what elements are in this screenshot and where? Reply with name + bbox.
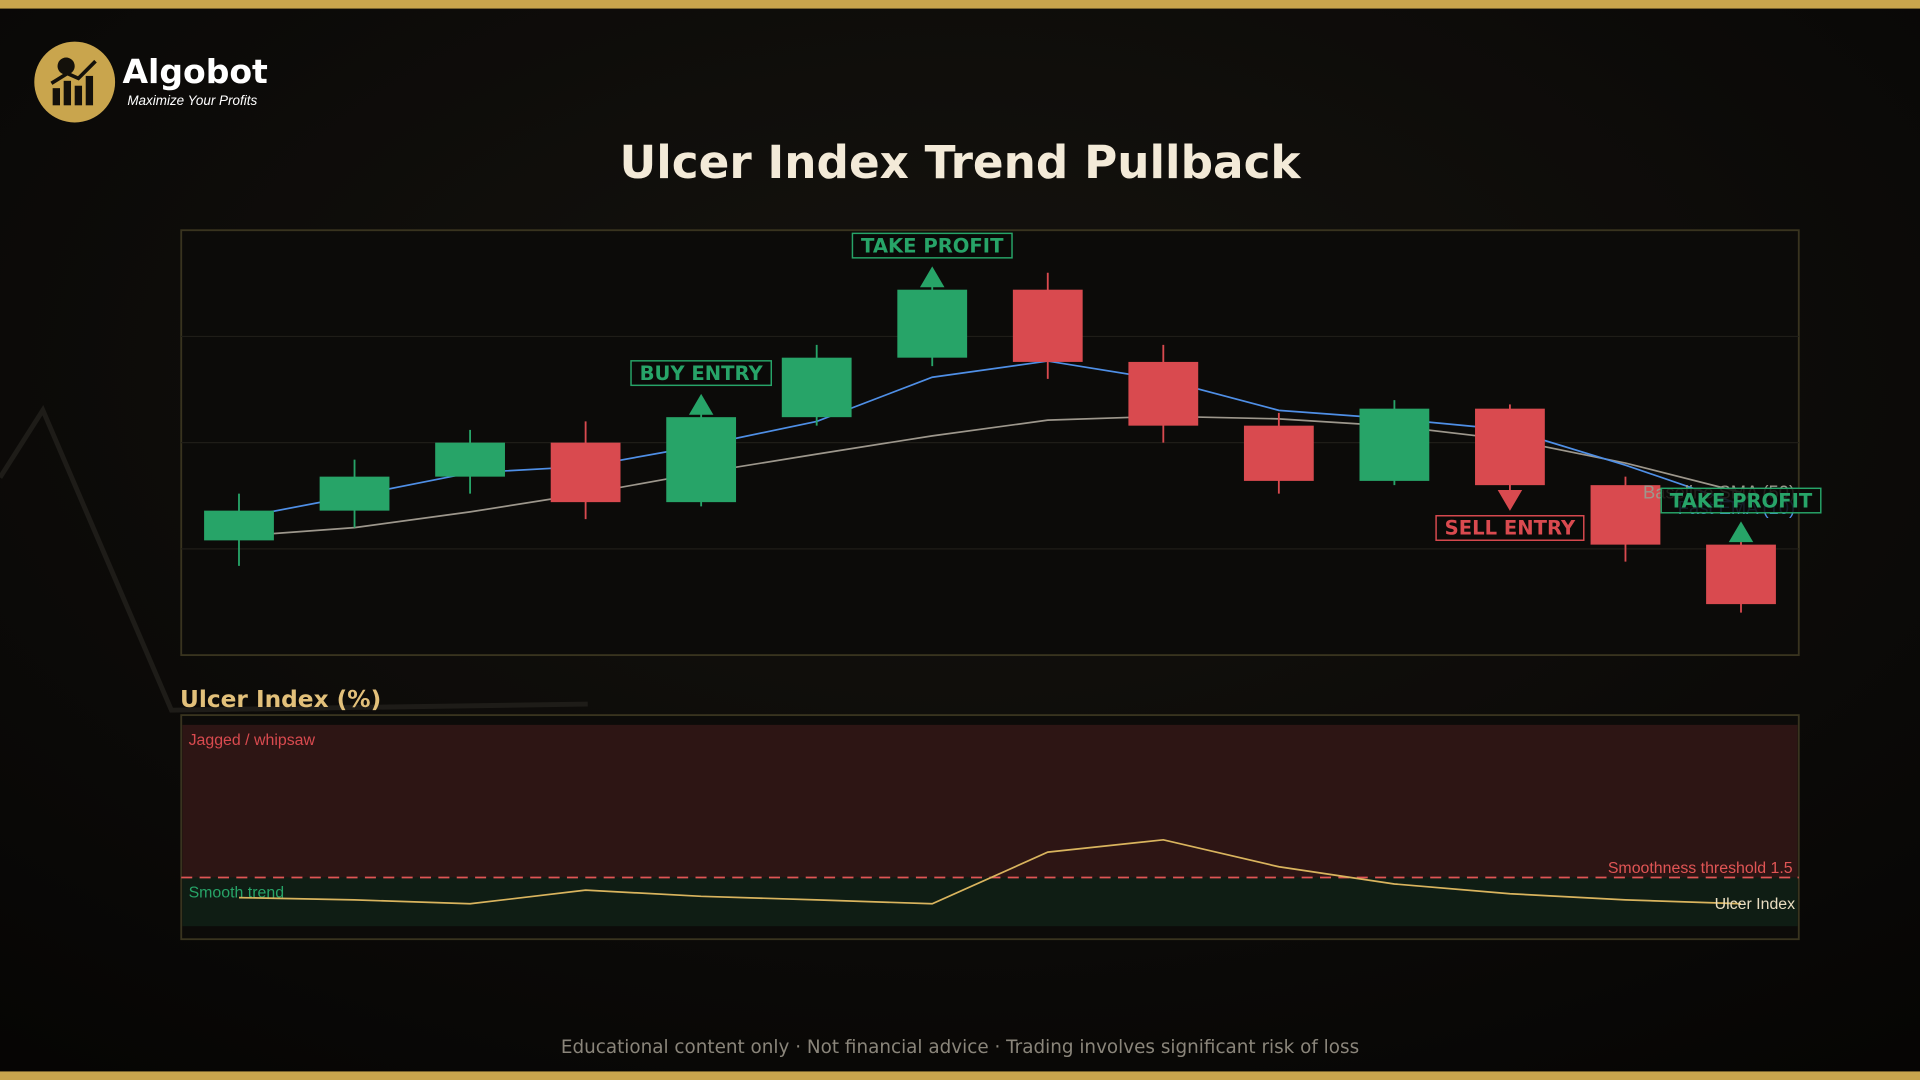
candle-body: [781, 357, 852, 418]
logo: Algobot Maximize Your Profits: [34, 41, 268, 123]
bottom-border: [0, 1071, 1920, 1080]
signal-label: TAKE PROFIT: [861, 234, 1004, 257]
signal-arrow: [1497, 490, 1523, 511]
signal: TAKE PROFIT: [1660, 487, 1822, 514]
signal: TAKE PROFIT: [851, 232, 1013, 259]
logo-arrow: [50, 59, 97, 85]
logo-icon: [52, 57, 94, 106]
signal-label: SELL ENTRY: [1445, 517, 1576, 540]
signal-box: [1660, 487, 1822, 514]
candle-body: [1359, 408, 1430, 481]
series-line: [238, 838, 1742, 905]
threshold-label: Smoothness threshold 1.5: [1608, 860, 1793, 877]
plots: Baseline SMA (50)Fast EMA (10)BUY ENTRYT…: [180, 229, 1822, 941]
signal-box: [851, 232, 1013, 259]
zone-label: Jagged / whipsaw: [189, 732, 316, 749]
tagline: Maximize Your Profits: [127, 93, 257, 108]
candle-body: [1475, 408, 1545, 486]
signal-box: [630, 360, 773, 387]
logo-badge: [34, 41, 116, 123]
signal-arrow: [1728, 521, 1754, 543]
candle-body: [435, 442, 505, 477]
candle-body: [1243, 425, 1314, 481]
background-decoration: [0, 404, 588, 713]
signal-box: [1435, 515, 1585, 541]
signal: SELL ENTRY: [1435, 515, 1585, 541]
candle-body: [1012, 289, 1083, 362]
candle-body: [550, 442, 621, 503]
signal: BUY ENTRY: [630, 360, 773, 387]
signal-label: TAKE PROFIT: [1670, 489, 1813, 512]
top-border: [0, 0, 1920, 9]
zone: [182, 877, 1798, 927]
candle-body: [204, 510, 274, 541]
signal-arrow: [919, 266, 945, 288]
series-label: Ulcer Index: [1715, 896, 1795, 913]
candle-body: [666, 417, 737, 503]
candle-body: [1590, 485, 1661, 545]
candle-body: [897, 289, 968, 358]
candle-body: [1128, 361, 1199, 426]
candle-body: [319, 476, 390, 511]
brand: Algobot: [122, 52, 268, 91]
chart-title: Ulcer Index Trend Pullback: [619, 136, 1301, 189]
candle-body: [1706, 544, 1776, 605]
plot-area: [180, 714, 1800, 941]
footer: Educational content only · Not financial…: [561, 1037, 1359, 1058]
panel-title: Ulcer Index (%): [180, 686, 381, 713]
signal-label: BUY ENTRY: [640, 362, 764, 385]
signal-arrow: [688, 393, 714, 415]
zone: [182, 724, 1798, 878]
